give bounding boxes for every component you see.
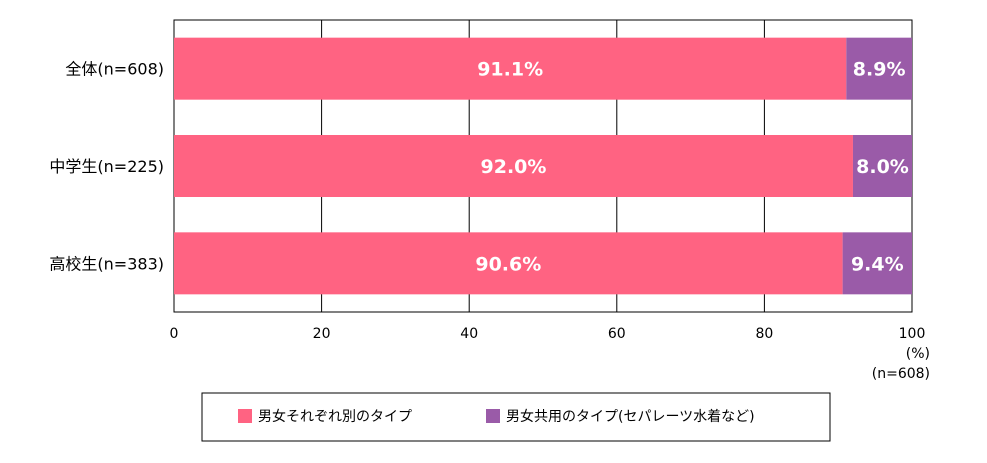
x-tick-label-80: 80 [755, 326, 773, 342]
x-tick-labels: 0 20 40 60 80 100 [170, 326, 926, 342]
x-tick-label-0: 0 [170, 326, 179, 342]
legend: 男女それぞれ別のタイプ 男女共用のタイプ(セパレーツ水着など) [201, 392, 831, 442]
data-label-shared-2: 9.4% [851, 253, 904, 275]
bar-shared-2 [842, 232, 912, 295]
x-tick-label-60: 60 [608, 326, 626, 342]
sample-note: (n=608) [872, 366, 930, 382]
bar-separate-1 [174, 135, 853, 197]
legend-label-separate: 男女それぞれ別のタイプ [258, 408, 412, 425]
legend-border [201, 392, 831, 442]
category-label-1: 中学生(n=225) [49, 157, 164, 176]
category-label-0: 全体(n=608) [65, 60, 164, 79]
legend-swatch-separate [238, 409, 252, 423]
data-label-shared-1: 8.0% [856, 156, 909, 178]
category-labels: 全体(n=608) 中学生(n=225) 高校生(n=383) [49, 60, 164, 274]
data-label-shared-0: 8.9% [853, 59, 906, 81]
unit-label: (%) [906, 346, 930, 362]
data-label-separate-1: 92.0% [481, 156, 547, 178]
x-tick-label-20: 20 [313, 326, 331, 342]
bar-shared-0 [846, 37, 912, 100]
category-label-2: 高校生(n=383) [49, 254, 164, 273]
data-label-separate-2: 90.6% [475, 253, 541, 275]
bars: 91.1% 8.9% 92.0% 8.0% 90.6% 9.4% [174, 37, 912, 295]
x-tick-label-40: 40 [460, 326, 478, 342]
bar-separate-0 [174, 37, 847, 100]
data-label-separate-0: 91.1% [477, 59, 543, 81]
legend-swatch-shared [486, 409, 500, 423]
bar-separate-2 [174, 232, 843, 295]
legend-label-shared: 男女共用のタイプ(セパレーツ水着など) [506, 408, 755, 425]
bar-shared-1 [852, 135, 912, 197]
x-tick-label-100: 100 [899, 326, 926, 342]
